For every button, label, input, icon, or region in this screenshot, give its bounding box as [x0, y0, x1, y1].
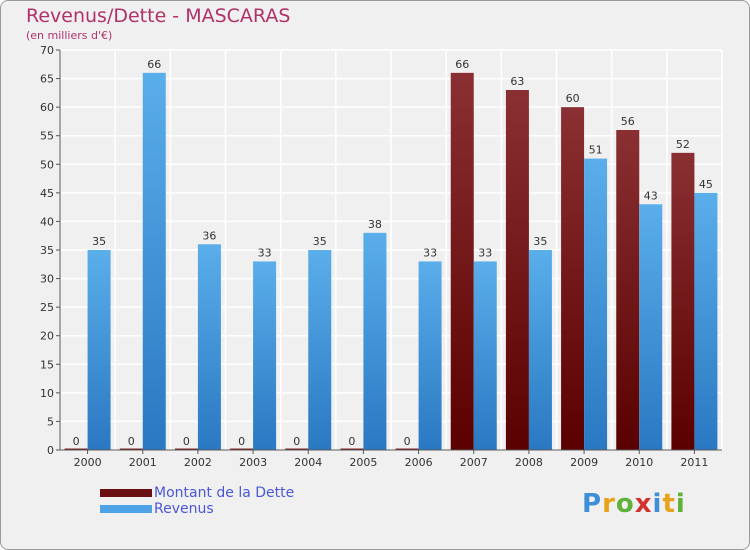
bar-revenus — [363, 232, 387, 450]
x-tick-label: 2003 — [239, 456, 267, 469]
logo-letter: r — [602, 489, 616, 519]
logo-letter: i — [652, 489, 663, 519]
data-label: 0 — [404, 435, 411, 448]
x-tick-label: 2008 — [515, 456, 543, 469]
x-tick-label: 2011 — [680, 456, 708, 469]
data-label: 52 — [676, 138, 690, 151]
bar-dette — [395, 448, 419, 450]
bar-dette — [64, 448, 88, 450]
data-label: 60 — [566, 92, 580, 105]
bar-revenus — [528, 250, 552, 450]
x-tick-label: 2002 — [184, 456, 212, 469]
y-tick-label: 30 — [40, 273, 54, 286]
y-tick-label: 10 — [40, 387, 54, 400]
x-tick-label: 2009 — [570, 456, 598, 469]
bar-dette — [671, 152, 695, 450]
bar-revenus — [142, 72, 166, 450]
bar-dette — [616, 130, 640, 450]
data-label: 35 — [313, 235, 327, 248]
y-tick-label: 45 — [40, 187, 54, 200]
logo-letter: i — [675, 489, 686, 519]
y-tick-label: 55 — [40, 130, 54, 143]
y-tick-label: 40 — [40, 215, 54, 228]
data-label: 0 — [183, 435, 190, 448]
bar-revenus — [308, 250, 332, 450]
bar-revenus — [694, 192, 718, 450]
data-label: 38 — [368, 218, 382, 231]
y-tick-label: 50 — [40, 158, 54, 171]
bar-revenus — [197, 244, 221, 450]
y-tick-label: 70 — [40, 44, 54, 57]
y-tick-label: 25 — [40, 301, 54, 314]
y-tick-label: 20 — [40, 330, 54, 343]
bar-revenus — [418, 261, 442, 450]
data-label: 56 — [621, 115, 635, 128]
data-label: 66 — [455, 58, 469, 71]
y-tick-label: 35 — [40, 244, 54, 257]
data-label: 51 — [589, 144, 603, 157]
bar-dette — [505, 90, 529, 450]
labels-layer: 0 35 0 66 0 36 0 33 0 35 0 38 0 33 66 33 63 35 60 51 56 43 52 4… — [73, 58, 713, 448]
data-label: 0 — [293, 435, 300, 448]
data-label: 33 — [258, 246, 272, 259]
bar-revenus — [87, 250, 111, 450]
bar-dette — [285, 448, 309, 450]
bar-revenus — [253, 261, 277, 450]
data-label: 63 — [510, 75, 524, 88]
data-label: 35 — [533, 235, 547, 248]
bars-layer — [64, 72, 718, 451]
x-tick-label: 2000 — [74, 456, 102, 469]
data-label: 35 — [92, 235, 106, 248]
x-tick-label: 2001 — [129, 456, 157, 469]
legend-swatch-revenus — [100, 505, 152, 513]
logo-letter: P — [582, 489, 603, 519]
data-label: 66 — [147, 58, 161, 71]
data-label: 36 — [202, 229, 216, 242]
bar-revenus — [473, 261, 497, 450]
bar-dette — [340, 448, 364, 450]
data-label: 33 — [423, 246, 437, 259]
bar-revenus — [584, 158, 608, 451]
y-tick-label: 5 — [47, 415, 54, 428]
data-label: 0 — [238, 435, 245, 448]
chart-title: Revenus/Dette - MASCARAS — [26, 5, 291, 27]
data-label: 43 — [644, 189, 658, 202]
logo-letter: o — [615, 489, 635, 519]
x-tick-label: 2010 — [625, 456, 653, 469]
bar-dette — [119, 448, 143, 450]
legend-swatch-dette — [100, 489, 152, 497]
data-label: 0 — [348, 435, 355, 448]
data-label: 33 — [478, 246, 492, 259]
x-tick-label: 2004 — [294, 456, 322, 469]
legend-label-dette: Montant de la Dette — [154, 485, 295, 501]
y-tick-label: 65 — [40, 73, 54, 86]
data-label: 45 — [699, 178, 713, 191]
grid-layer — [59, 49, 723, 451]
x-tick-label: 2006 — [405, 456, 433, 469]
x-tick-label: 2005 — [349, 456, 377, 469]
data-label: 0 — [128, 435, 135, 448]
logo-letter: x — [634, 489, 653, 519]
y-tick-label: 60 — [40, 101, 54, 114]
bar-dette — [450, 72, 474, 450]
proxiti-logo[interactable]: Proxiti — [582, 489, 686, 519]
data-label: 0 — [73, 435, 80, 448]
bar-dette — [174, 448, 198, 450]
y-tick-label: 0 — [47, 444, 54, 457]
logo-letter: t — [662, 489, 676, 519]
y-tick-label: 15 — [40, 358, 54, 371]
legend-label-revenus: Revenus — [154, 501, 214, 517]
bar-dette — [561, 107, 585, 451]
x-tick-label: 2007 — [460, 456, 488, 469]
chart-subtitle: (en milliers d'€) — [26, 29, 113, 42]
bar-revenus — [639, 204, 663, 450]
bar-dette — [230, 448, 254, 450]
